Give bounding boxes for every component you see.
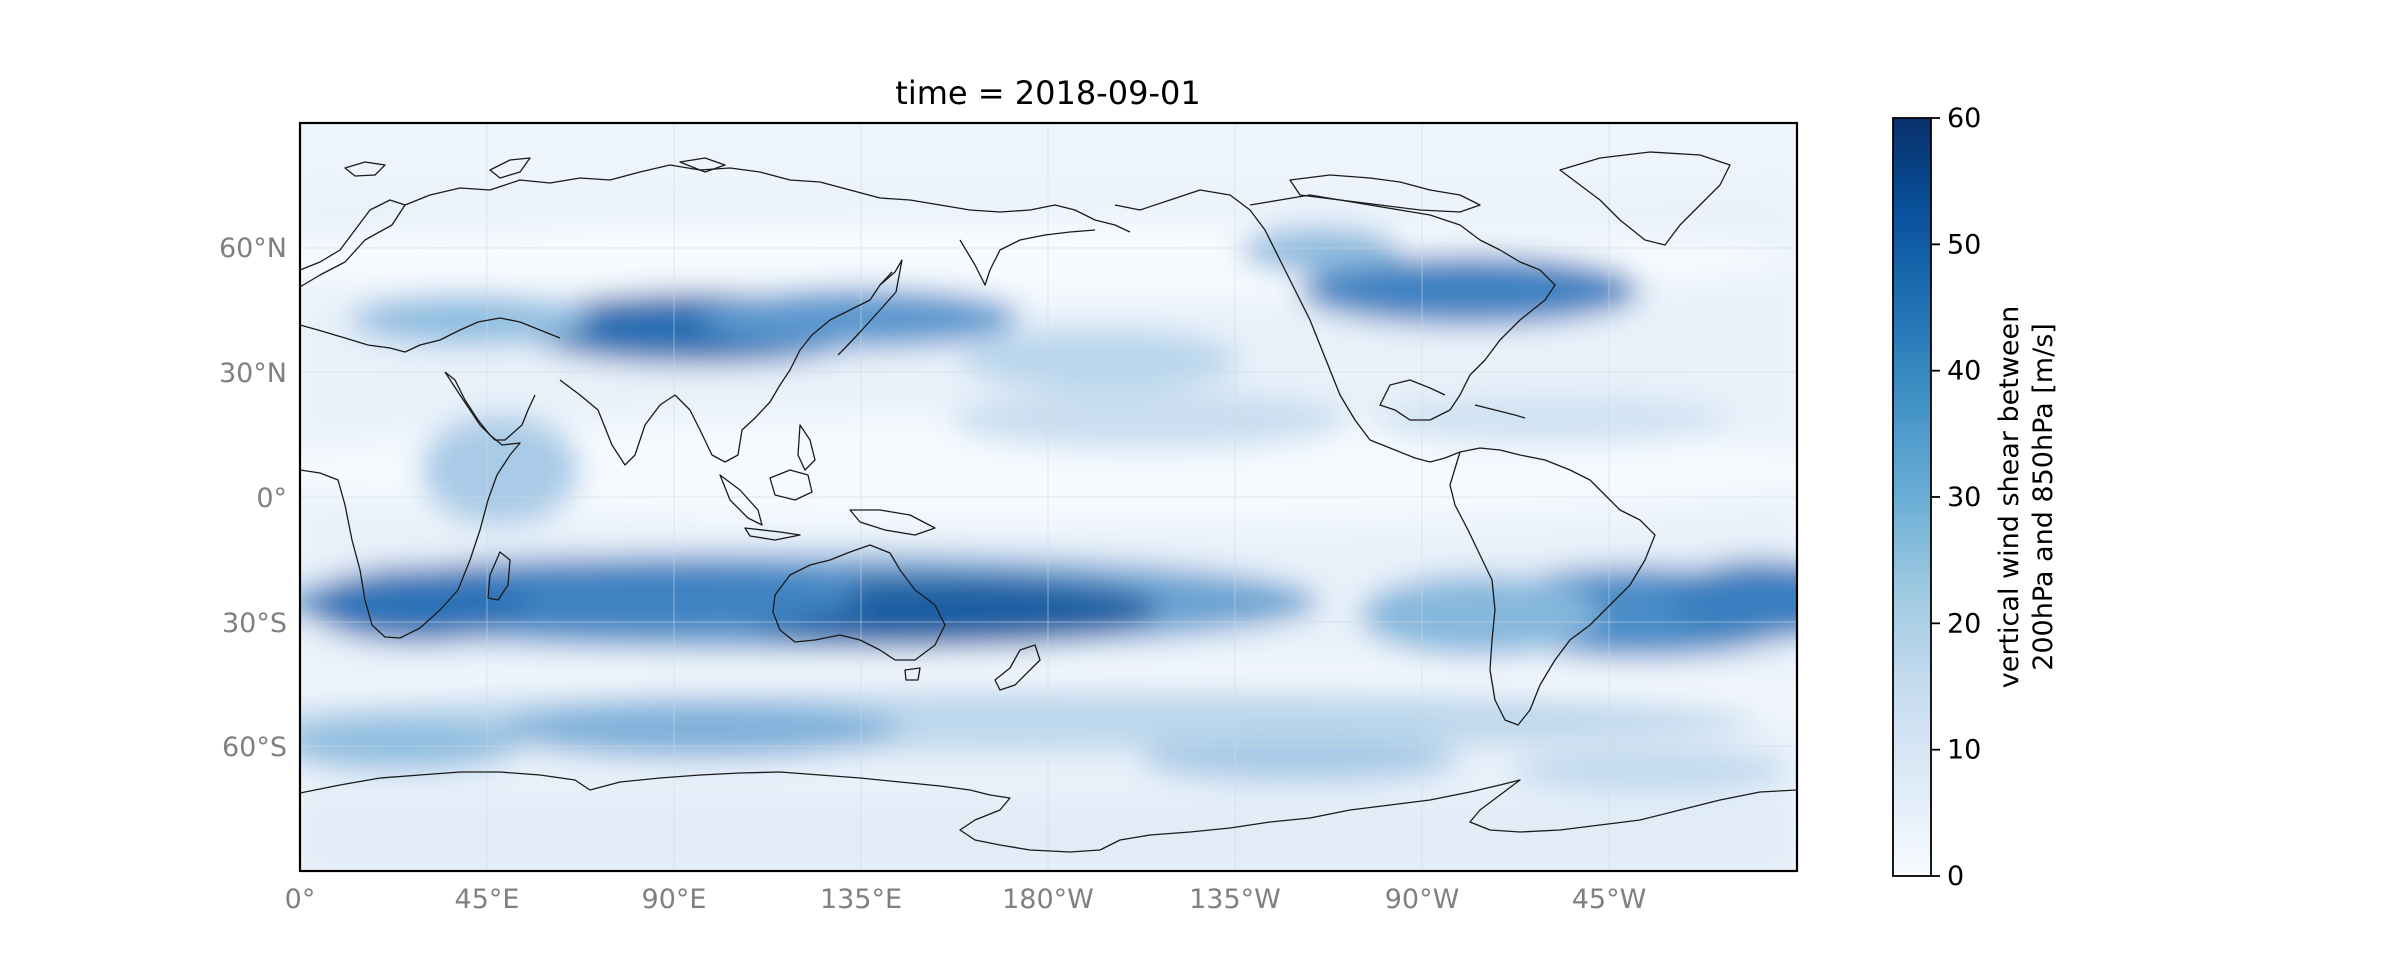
coast-canada-islands: [1289, 174, 1481, 213]
lat-tick: 30°S: [222, 608, 287, 639]
colorbar-tick-label: 0: [1947, 861, 1964, 892]
colorbar-tick-label: 40: [1947, 356, 1981, 387]
coast-svalbard: [344, 161, 386, 177]
coast-australia: [772, 544, 946, 661]
coast-borneo: [769, 469, 813, 501]
coast-siberia: [404, 164, 1131, 233]
lat-tick: 60°N: [219, 233, 287, 264]
coast-seasia: [674, 271, 893, 463]
coast-caribbean: [1474, 404, 1526, 419]
colorbar-label-line1: vertical wind shear between: [1994, 306, 2025, 688]
lat-tick-labels: 60°N 30°N 0° 30°S 60°S: [219, 233, 287, 763]
colorbar-tick-label: 30: [1947, 482, 1981, 513]
coast-india: [559, 379, 676, 466]
coast-arabia: [444, 371, 536, 441]
coast-sumatra: [719, 474, 763, 526]
lon-tick: 90°W: [1385, 884, 1460, 915]
coast-greenland: [1559, 151, 1731, 246]
lon-tick-labels: 0° 45°E 90°E 135°E 180°W 135°W 90°W 45°W: [285, 884, 1647, 915]
lat-tick: 60°S: [222, 732, 287, 763]
coast-japan: [837, 259, 903, 356]
coast-tasmania: [904, 667, 921, 681]
coast-newguinea: [849, 509, 936, 536]
coast-southamerica: [1449, 447, 1656, 726]
coastlines: [300, 151, 1797, 853]
map-title: time = 2018-09-01: [895, 74, 1200, 112]
lat-tick: 30°N: [219, 358, 287, 389]
coast-europe-south: [300, 317, 561, 353]
lon-tick: 135°E: [820, 884, 902, 915]
coast-severnaya: [679, 157, 726, 173]
map-panel: [298, 121, 1799, 873]
coast-philippines: [797, 424, 816, 471]
coast-java: [744, 527, 801, 541]
lon-tick: 135°W: [1189, 884, 1281, 915]
map-frame: [298, 121, 1799, 873]
coast-centralamerica: [1369, 439, 1461, 463]
colorbar-tick-label: 60: [1947, 103, 1981, 134]
gridlines: [300, 123, 1797, 871]
lon-tick: 90°E: [642, 884, 707, 915]
colorbar-tick-label: 10: [1947, 735, 1981, 766]
colorbar-label-line2: 200hPa and 850hPa [m/s]: [2028, 323, 2059, 671]
colorbar-gradient: [1892, 117, 1932, 877]
coast-novaya: [489, 157, 531, 179]
coast-antarctica: [300, 771, 1797, 853]
coast-madagascar: [487, 551, 511, 601]
coast-alaska: [1114, 189, 1371, 441]
lon-tick: 45°E: [455, 884, 520, 915]
colorbar-tick-label: 50: [1947, 229, 1981, 260]
coast-newzealand: [994, 644, 1041, 691]
coast-gulf: [1379, 379, 1451, 421]
colorbar: 0 10 20 30 40 50 60 vertical wind shear betwee…: [1892, 103, 2059, 892]
coast-europe: [300, 199, 406, 288]
lon-tick: 180°W: [1002, 884, 1094, 915]
colorbar-ticks: 0 10 20 30 40 50 60: [1931, 103, 1981, 892]
lat-tick: 0°: [256, 483, 287, 514]
lon-tick: 45°W: [1572, 884, 1647, 915]
shear-field: [300, 123, 1797, 871]
lon-tick: 0°: [285, 884, 316, 915]
colorbar-tick-label: 20: [1947, 608, 1981, 639]
coast-kamchatka: [959, 229, 1096, 286]
